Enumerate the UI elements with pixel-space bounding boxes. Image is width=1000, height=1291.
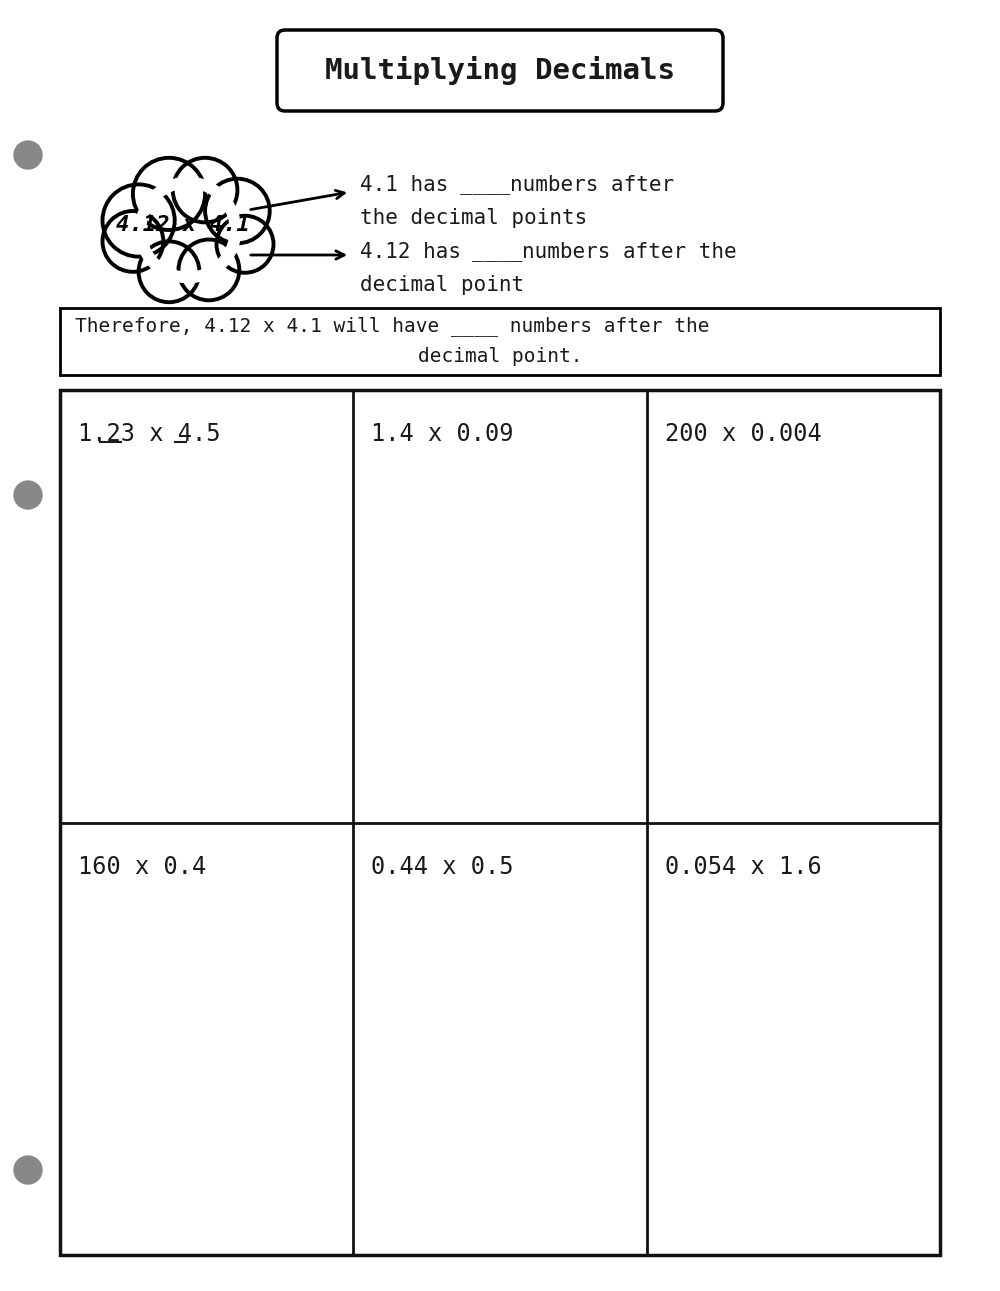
Circle shape bbox=[14, 1155, 42, 1184]
Circle shape bbox=[178, 240, 239, 301]
Text: ____: ____ bbox=[460, 176, 511, 195]
Circle shape bbox=[216, 216, 274, 272]
Circle shape bbox=[103, 210, 163, 272]
Circle shape bbox=[136, 178, 240, 283]
Bar bbox=[60, 309, 940, 374]
Text: Therefore, 4.12 x 4.1 will have ____ numbers after the: Therefore, 4.12 x 4.1 will have ____ num… bbox=[75, 316, 710, 336]
Bar bbox=[60, 390, 940, 1255]
Circle shape bbox=[103, 185, 175, 257]
Circle shape bbox=[14, 141, 42, 169]
Text: ____: ____ bbox=[472, 241, 522, 262]
Text: decimal point.: decimal point. bbox=[418, 346, 582, 365]
Text: 4.12 has: 4.12 has bbox=[360, 241, 461, 262]
FancyBboxPatch shape bbox=[277, 30, 723, 111]
Circle shape bbox=[133, 158, 205, 230]
Text: Multiplying Decimals: Multiplying Decimals bbox=[325, 56, 675, 85]
Text: decimal point: decimal point bbox=[360, 275, 524, 296]
Circle shape bbox=[205, 178, 270, 243]
Text: 0.054 x 1.6: 0.054 x 1.6 bbox=[665, 855, 821, 878]
Text: 200 x 0.004: 200 x 0.004 bbox=[665, 422, 821, 445]
Text: the decimal points: the decimal points bbox=[360, 208, 587, 229]
Text: numbers after: numbers after bbox=[510, 176, 674, 195]
Text: 1.4 x 0.09: 1.4 x 0.09 bbox=[371, 422, 514, 445]
Text: 4.1 has: 4.1 has bbox=[360, 176, 448, 195]
Text: 4.12 x 4.1: 4.12 x 4.1 bbox=[116, 216, 250, 235]
Circle shape bbox=[173, 158, 237, 222]
Text: numbers after the: numbers after the bbox=[522, 241, 737, 262]
Text: 0.44 x 0.5: 0.44 x 0.5 bbox=[371, 855, 514, 878]
Text: 1.23 x 4.5: 1.23 x 4.5 bbox=[78, 422, 220, 445]
Circle shape bbox=[14, 482, 42, 509]
Text: 160 x 0.4: 160 x 0.4 bbox=[78, 855, 206, 878]
Circle shape bbox=[139, 241, 199, 302]
